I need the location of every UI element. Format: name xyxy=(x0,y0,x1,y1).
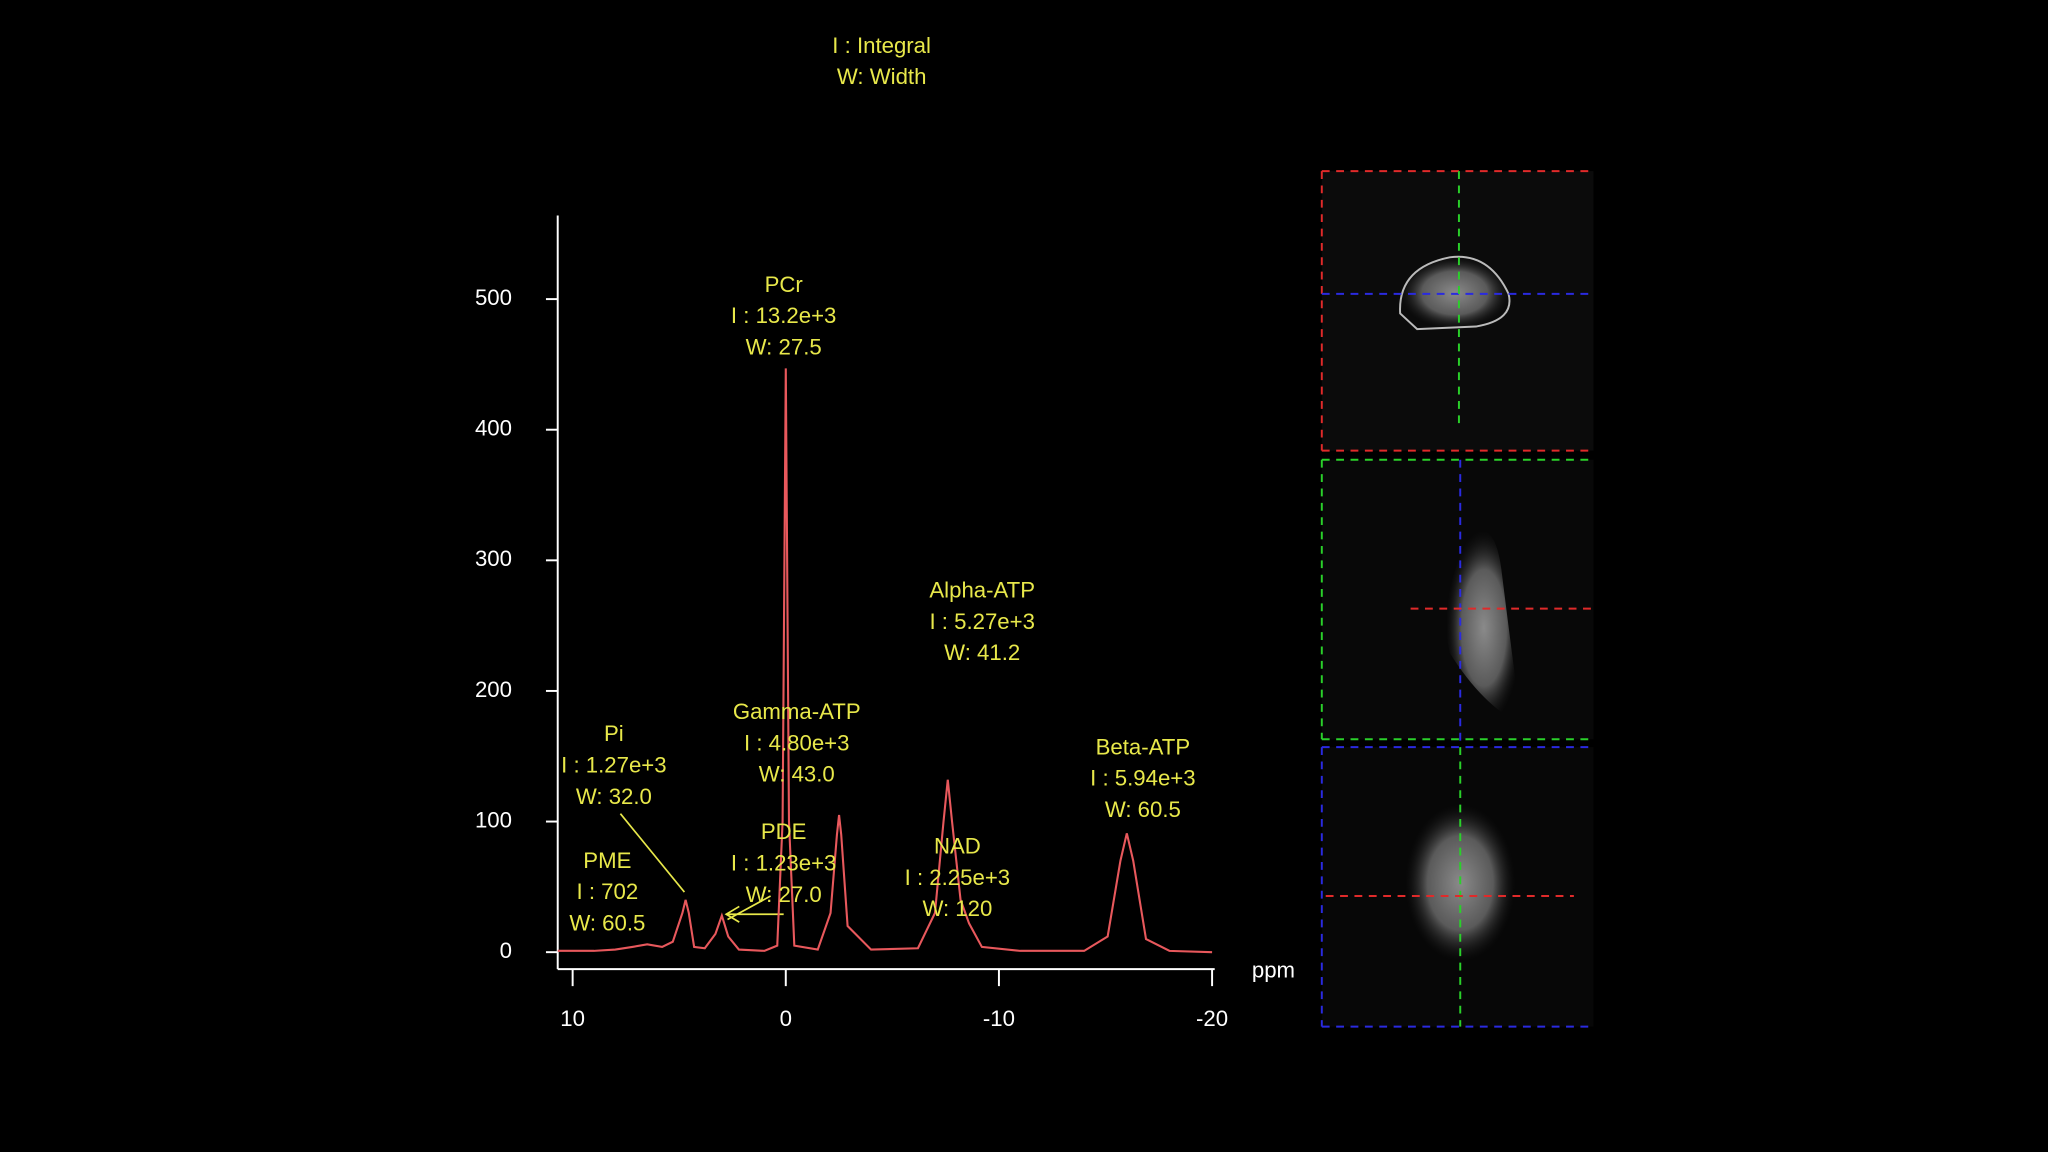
x-tick-label: 0 xyxy=(780,1006,792,1031)
peak-label: I : 1.27e+3 xyxy=(561,753,666,778)
peak-label: PCr xyxy=(765,272,804,297)
arrows xyxy=(619,813,784,923)
peak-label: Beta-ATP xyxy=(1096,734,1191,759)
x-tick-label: -10 xyxy=(983,1006,1015,1031)
peak-label: W: 27.0 xyxy=(746,882,822,907)
peak-label: W: 32.0 xyxy=(576,784,652,809)
y-tick-label: 200 xyxy=(475,677,512,702)
peak-label: Alpha-ATP xyxy=(929,578,1035,603)
axes xyxy=(556,215,1215,971)
y-tick-label: 100 xyxy=(475,807,512,832)
peak-label: W: 120 xyxy=(922,896,992,921)
peak-label: Pi xyxy=(604,721,624,746)
peak-label: W: 43.0 xyxy=(759,762,835,787)
arrow xyxy=(619,813,686,893)
y-tick-label: 500 xyxy=(475,285,512,310)
peak-label: I : 5.27e+3 xyxy=(929,609,1034,634)
peak-label: I : 4.80e+3 xyxy=(744,730,849,755)
legend-text: W: Width xyxy=(837,64,927,89)
peak-label: I : 1.23e+3 xyxy=(731,851,836,876)
y-tick-label: 400 xyxy=(475,416,512,441)
mri-panels xyxy=(1320,170,1594,1028)
peak-label: W: 60.5 xyxy=(569,911,645,936)
crosshair xyxy=(1320,458,1594,741)
mri-slice xyxy=(1446,530,1522,725)
y-tick-label: 300 xyxy=(475,546,512,571)
peak-label: W: 60.5 xyxy=(1105,797,1181,822)
arrow xyxy=(727,895,772,921)
peak-label: I : 702 xyxy=(577,879,639,904)
peak-label: PME xyxy=(583,848,631,873)
arrow-head xyxy=(724,905,740,923)
peak-label: W: 27.5 xyxy=(746,335,822,360)
peak-label: I : 13.2e+3 xyxy=(731,303,836,328)
peak-label: I : 2.25e+3 xyxy=(905,865,1010,890)
peak-label: PDE xyxy=(761,819,807,844)
legend-text: I : Integral xyxy=(832,33,931,58)
x-tick-label: -20 xyxy=(1196,1006,1228,1031)
peak-label: I : 5.94e+3 xyxy=(1090,766,1195,791)
crosshair xyxy=(1320,746,1594,1028)
x-tick-label: 10 xyxy=(560,1006,585,1031)
x-axis-label: ppm xyxy=(1252,958,1295,983)
peak-label: NAD xyxy=(934,834,981,859)
y-tick-label: 0 xyxy=(500,938,512,963)
peak-label: Gamma-ATP xyxy=(733,699,861,724)
spectrum-line xyxy=(557,368,1213,954)
crosshair xyxy=(1321,170,1594,452)
peak-label: W: 41.2 xyxy=(944,640,1020,665)
